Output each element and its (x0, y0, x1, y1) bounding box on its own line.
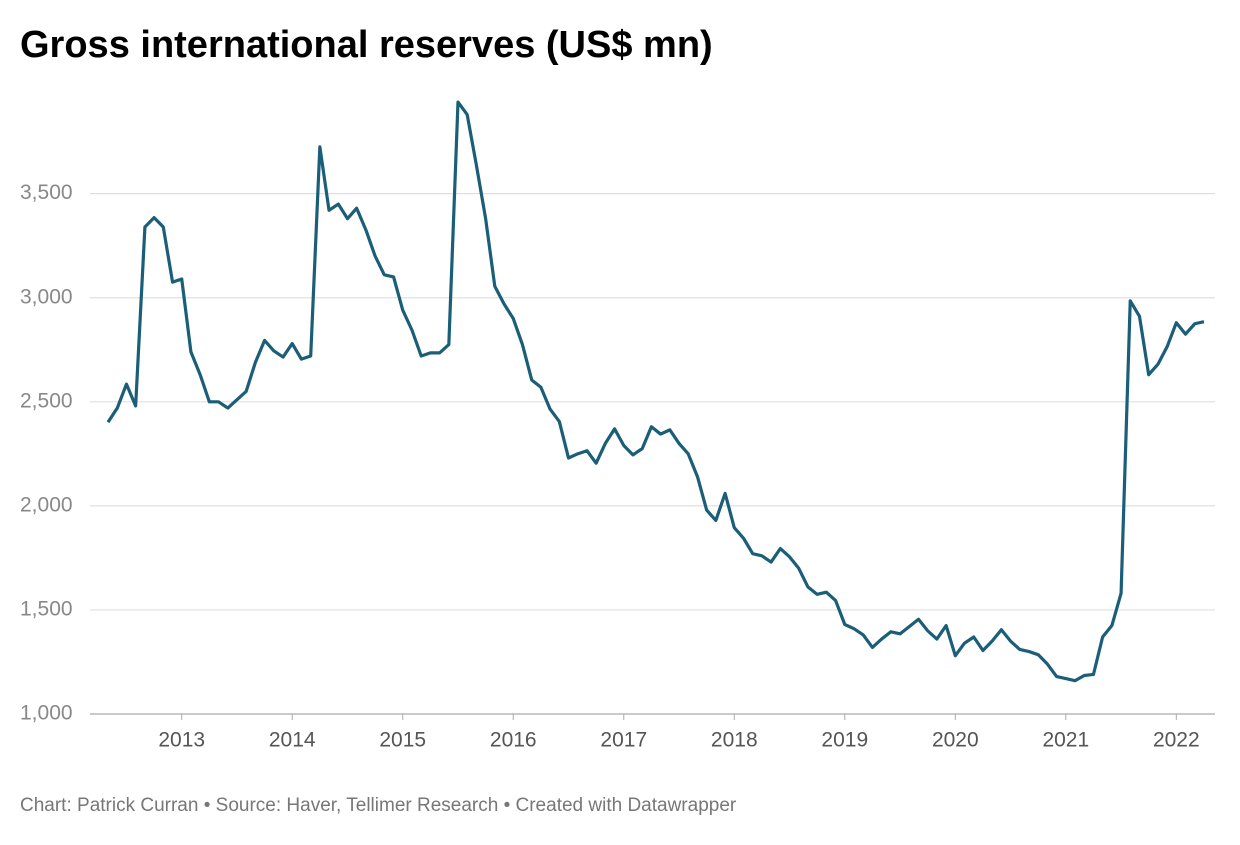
chart-footer: Chart: Patrick Curran • Source: Haver, T… (20, 795, 737, 816)
x-tick-label: 2013 (158, 729, 205, 752)
x-tick-label: 2021 (1042, 729, 1089, 752)
x-tick-label: 2014 (269, 729, 316, 752)
chart-title: Gross international reserves (US$ mn) (20, 24, 713, 66)
x-tick-label: 2018 (711, 729, 758, 752)
y-tick-label: 1,500 (20, 597, 73, 620)
x-tick-label: 2020 (932, 729, 979, 752)
x-tick-label: 2015 (379, 729, 426, 752)
y-tick-label: 1,000 (20, 702, 73, 725)
x-tick-label: 2019 (821, 729, 868, 752)
data-line (106, 100, 1205, 683)
y-tick-label: 3,500 (20, 181, 73, 204)
y-tick-label: 3,000 (20, 285, 73, 308)
y-tick-label: 2,500 (20, 389, 73, 412)
x-tick-label: 2022 (1153, 729, 1200, 752)
x-tick-label: 2017 (600, 729, 647, 752)
x-tick-label: 2016 (490, 729, 537, 752)
y-tick-label: 2,000 (20, 493, 73, 516)
